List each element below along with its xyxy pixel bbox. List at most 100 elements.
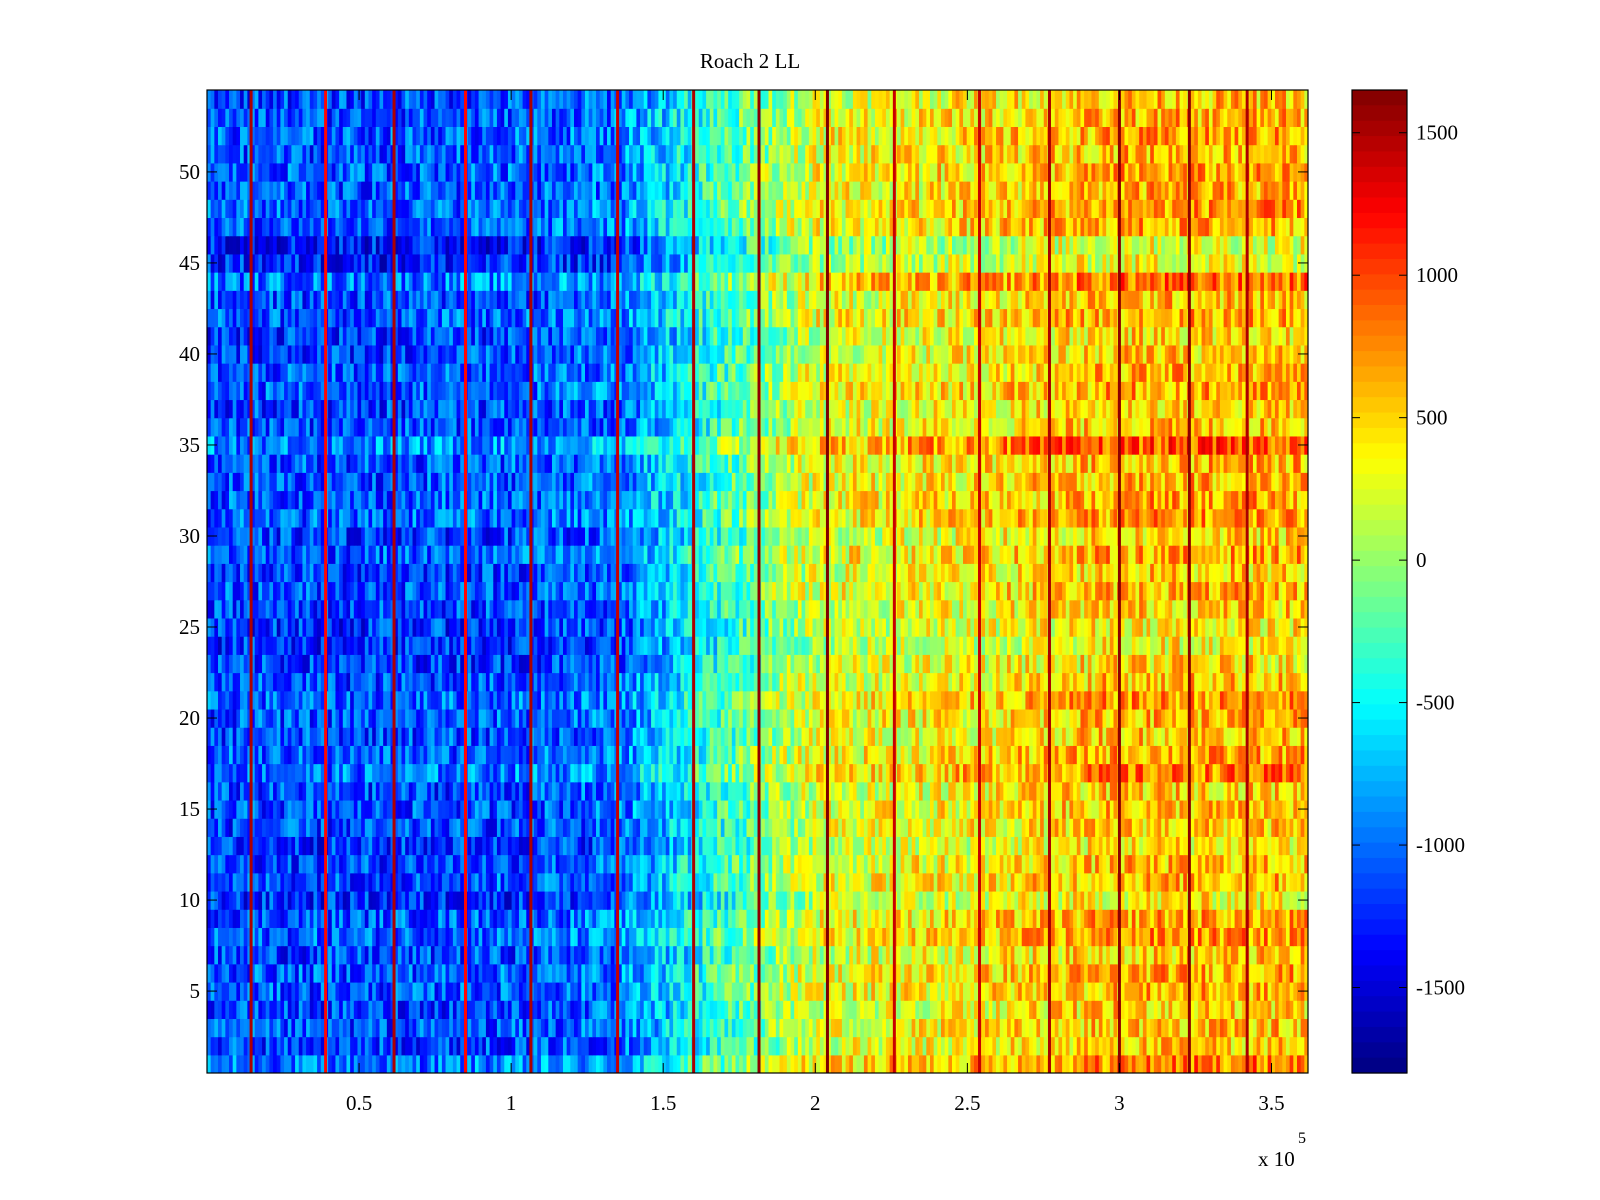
heatmap-cell bbox=[302, 854, 307, 874]
heatmap-cell bbox=[596, 818, 601, 837]
heatmap-cell bbox=[607, 981, 612, 1001]
heatmap-cell bbox=[1234, 1054, 1239, 1073]
heatmap-cell bbox=[918, 963, 924, 983]
heatmap-cell bbox=[574, 927, 579, 947]
heatmap-cell bbox=[441, 890, 447, 910]
heatmap-cell bbox=[1252, 945, 1258, 965]
heatmap-cell bbox=[621, 1018, 626, 1038]
heatmap-cell bbox=[221, 836, 226, 856]
heatmap-cell bbox=[636, 872, 641, 892]
heatmap-cell bbox=[775, 963, 781, 983]
heatmap-cell bbox=[610, 872, 615, 892]
heatmap-cell bbox=[790, 854, 795, 874]
heatmap-cell bbox=[1168, 945, 1173, 965]
heatmap-cell bbox=[775, 1018, 781, 1038]
heatmap-cell bbox=[291, 963, 296, 983]
heatmap-cell bbox=[607, 927, 612, 947]
heatmap-cell bbox=[434, 872, 439, 892]
heatmap-cell bbox=[823, 945, 828, 965]
heatmap-cell bbox=[408, 1036, 414, 1056]
heatmap-cell bbox=[511, 1000, 516, 1019]
heatmap-cell bbox=[680, 927, 685, 947]
heatmap-cell bbox=[1249, 836, 1254, 856]
heatmap-cell bbox=[555, 799, 560, 819]
heatmap-cell bbox=[471, 1054, 476, 1073]
heatmap-cell bbox=[808, 781, 814, 801]
heatmap-cell bbox=[819, 890, 825, 910]
heatmap-cell bbox=[540, 818, 546, 837]
heatmap-cell bbox=[416, 763, 421, 783]
heatmap-cell bbox=[636, 836, 641, 856]
heatmap-cell bbox=[918, 1018, 924, 1038]
heatmap-cell bbox=[1190, 945, 1195, 965]
heatmap-cell bbox=[933, 872, 938, 892]
heatmap-cell bbox=[1146, 1000, 1151, 1019]
heatmap-cell bbox=[599, 1018, 604, 1038]
heatmap-cell bbox=[779, 799, 784, 819]
heatmap-cell bbox=[1274, 1018, 1280, 1038]
heatmap-cell bbox=[1219, 1036, 1225, 1056]
heatmap-cell bbox=[596, 836, 601, 856]
heatmap-cell bbox=[750, 1036, 755, 1056]
heatmap-cell bbox=[845, 836, 850, 856]
heatmap-cell bbox=[849, 836, 854, 856]
heatmap-cell bbox=[918, 781, 924, 801]
heatmap-cell bbox=[1021, 890, 1027, 910]
heatmap-cell bbox=[695, 763, 700, 783]
heatmap-cell bbox=[273, 799, 278, 819]
heatmap-cell bbox=[419, 1018, 425, 1038]
heatmap-cell bbox=[739, 781, 744, 801]
heatmap-cell bbox=[1150, 781, 1155, 801]
heatmap-cell bbox=[845, 763, 850, 783]
heatmap-cell bbox=[1223, 1018, 1228, 1038]
heatmap-cell bbox=[284, 1036, 289, 1056]
heatmap-cell bbox=[1150, 799, 1155, 819]
heatmap-cell bbox=[801, 945, 806, 965]
heatmap-cell bbox=[1007, 963, 1012, 983]
heatmap-cell bbox=[229, 872, 234, 892]
heatmap-cell bbox=[265, 1000, 270, 1019]
heatmap-cell bbox=[574, 836, 579, 856]
heatmap-cell bbox=[218, 763, 223, 783]
heatmap-cell bbox=[889, 854, 894, 874]
heatmap-cell bbox=[1084, 981, 1089, 1001]
heatmap-cell bbox=[955, 854, 960, 874]
heatmap-cell bbox=[610, 890, 615, 910]
heatmap-cell bbox=[353, 836, 359, 856]
heatmap-cell bbox=[1098, 1000, 1104, 1019]
heatmap-cell bbox=[1113, 818, 1118, 837]
heatmap-cell bbox=[383, 1018, 388, 1038]
heatmap-cell bbox=[658, 818, 663, 837]
heatmap-cell bbox=[610, 799, 615, 819]
heatmap-cell bbox=[1175, 799, 1181, 819]
heatmap-cell bbox=[1080, 781, 1085, 801]
heatmap-cell bbox=[562, 909, 568, 928]
heatmap-cell bbox=[783, 836, 788, 856]
heatmap-cell bbox=[214, 763, 219, 783]
heatmap-cell bbox=[438, 1000, 443, 1019]
heatmap-cell bbox=[808, 927, 814, 947]
heatmap-cell bbox=[471, 890, 476, 910]
heatmap-cell bbox=[1282, 1054, 1287, 1073]
heatmap-cell bbox=[478, 763, 483, 783]
heatmap-cell bbox=[753, 963, 759, 983]
heatmap-cell bbox=[298, 781, 304, 801]
heatmap-cell bbox=[1282, 781, 1287, 801]
heatmap-cell bbox=[1091, 1036, 1096, 1056]
heatmap-cell bbox=[320, 963, 326, 983]
heatmap-cell bbox=[1201, 1036, 1206, 1056]
heatmap-cell bbox=[996, 854, 1001, 874]
heatmap-cell bbox=[474, 945, 480, 965]
heatmap-cell bbox=[1120, 963, 1126, 983]
heatmap-cell bbox=[695, 799, 700, 819]
heatmap-cell bbox=[658, 763, 663, 783]
heatmap-cell bbox=[1289, 836, 1294, 856]
heatmap-cell bbox=[651, 818, 656, 837]
heatmap-cell bbox=[320, 909, 326, 928]
heatmap-cell bbox=[357, 781, 362, 801]
heatmap-cell bbox=[452, 1054, 458, 1073]
heatmap-cell bbox=[1146, 854, 1151, 874]
heatmap-cell bbox=[533, 909, 538, 928]
heatmap-cell bbox=[551, 1054, 557, 1073]
heatmap-cell bbox=[1249, 927, 1254, 947]
